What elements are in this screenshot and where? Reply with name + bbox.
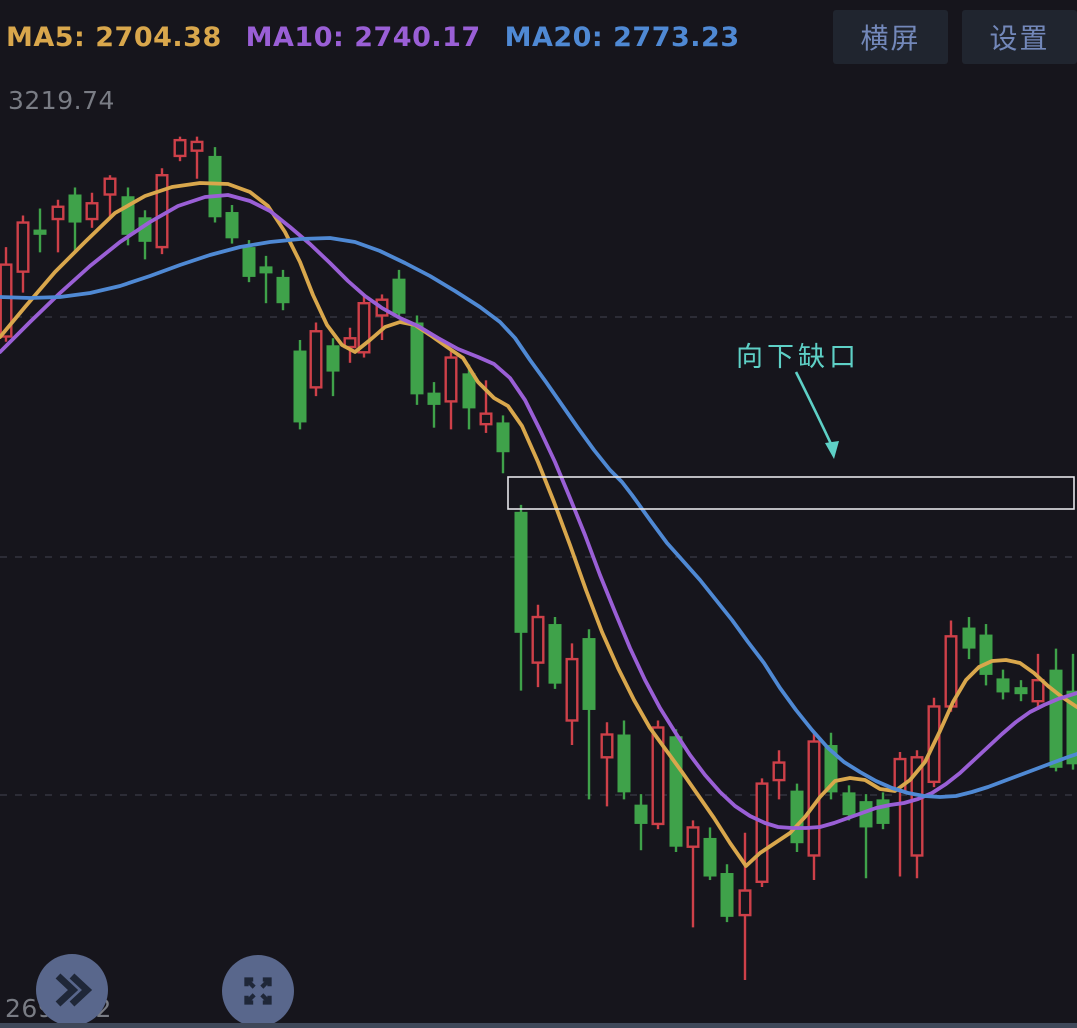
- ma10-line: [0, 193, 1077, 830]
- ma20-label: MA20:: [504, 22, 604, 53]
- y-axis-max-label: 3219.74: [8, 86, 115, 115]
- ma5-value: 2704.38: [95, 22, 222, 53]
- ma5-line: [0, 181, 1077, 868]
- gap-annotation-label: 向下缺口: [736, 342, 860, 373]
- ma20-value: 2773.23: [613, 22, 740, 53]
- fullscreen-button[interactable]: [222, 955, 294, 1027]
- collapse-button[interactable]: [36, 954, 108, 1026]
- ma10-value: 2740.17: [354, 22, 481, 53]
- ma-indicator-row: MA5: 2704.38 MA10: 2740.17 MA20: 2773.23: [6, 22, 754, 53]
- ma20-line: [0, 236, 1077, 799]
- gap-annotation-arrow: [794, 371, 839, 459]
- bottom-edge-strip: [0, 1023, 1077, 1028]
- gridlines: [0, 316, 1077, 796]
- ma5-label: MA5:: [6, 22, 86, 53]
- expand-arrows-icon: [235, 968, 281, 1014]
- settings-button[interactable]: 设置: [962, 10, 1077, 64]
- gap-highlight-box: [507, 476, 1075, 510]
- ma10-label: MA10:: [245, 22, 345, 53]
- candles-layer: [0, 136, 1077, 980]
- double-chevron-right-icon: [48, 966, 96, 1014]
- landscape-button[interactable]: 横屏: [833, 10, 948, 64]
